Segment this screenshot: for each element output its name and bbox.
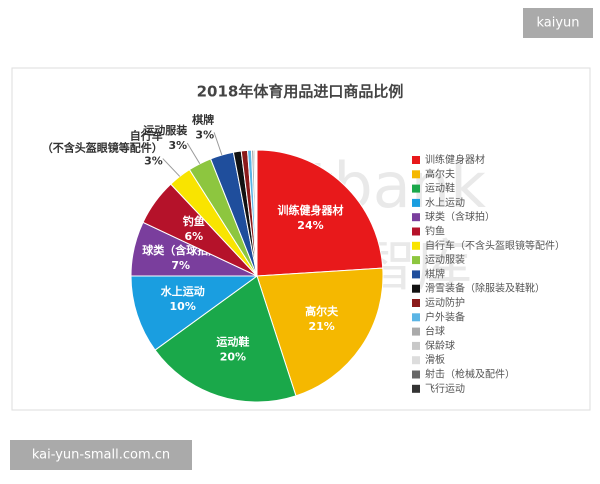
legend-swatch <box>412 170 420 178</box>
legend-label: 保龄球 <box>425 339 455 352</box>
slice-value-label: 6% <box>184 230 203 243</box>
slice-value-label: 3% <box>169 139 188 152</box>
legend-label: 训练健身器材 <box>425 153 485 166</box>
legend-swatch <box>412 270 420 278</box>
slice-value-label: 3% <box>195 128 214 141</box>
legend-label: 台球 <box>425 325 445 338</box>
legend-label: 自行车（不含头盔眼镜等配件） <box>425 239 565 252</box>
slice-label: 运动服装 <box>143 123 187 137</box>
legend-label: 钓鱼 <box>425 225 445 238</box>
legend-swatch <box>412 285 420 293</box>
legend-label: 运动防护 <box>425 296 465 309</box>
legend-swatch <box>412 385 420 393</box>
legend-swatch <box>412 256 420 264</box>
legend-label: 滑板 <box>425 353 445 366</box>
legend-label: 运动服装 <box>425 253 465 266</box>
watermark: kaiyun <box>536 16 579 31</box>
slice-label: 棋牌 <box>191 112 214 126</box>
legend-label: 射击（枪械及配件） <box>425 368 515 381</box>
legend-label: 水上运动 <box>425 197 465 209</box>
slice-value-label: 7% <box>171 259 190 272</box>
legend-swatch <box>412 156 420 164</box>
watermark: kai-yun-small.com.cn <box>32 448 170 463</box>
legend-swatch <box>412 228 420 236</box>
legend-swatch <box>412 213 420 221</box>
slice-label: 水上运动 <box>161 284 205 298</box>
legend-label: 棋牌 <box>425 267 445 280</box>
legend-swatch <box>412 356 420 364</box>
legend-swatch <box>412 313 420 321</box>
slice-value-label: 24% <box>297 219 323 232</box>
legend-label: 球类（含球拍） <box>425 210 495 223</box>
slice-value-label: 10% <box>170 300 196 313</box>
legend-swatch <box>412 371 420 379</box>
chart-title: 2018年体育用品进口商品比例 <box>197 83 404 101</box>
legend-swatch <box>412 328 420 336</box>
slice-label: 训练健身器材 <box>277 203 343 217</box>
slice-label: 运动鞋 <box>216 334 249 348</box>
legend-label: 飞行运动 <box>425 382 465 395</box>
legend-swatch <box>412 342 420 350</box>
slice-label-line: （不含头盔眼镜等配件） <box>42 141 163 155</box>
slice-value-label: 21% <box>308 320 334 333</box>
slice-value-label: 3% <box>144 155 163 168</box>
legend-swatch <box>412 299 420 307</box>
legend-label: 高尔夫 <box>425 167 455 180</box>
legend-swatch <box>412 199 420 207</box>
legend-label: 户外装备 <box>425 310 465 323</box>
legend-label: 运动鞋 <box>425 182 455 195</box>
slice-value-label: 20% <box>220 350 246 363</box>
legend-swatch <box>412 185 420 193</box>
legend-swatch <box>412 242 420 250</box>
legend-label: 滑雪装备（除服装及鞋靴） <box>425 282 545 295</box>
slice-label: 高尔夫 <box>305 304 339 318</box>
